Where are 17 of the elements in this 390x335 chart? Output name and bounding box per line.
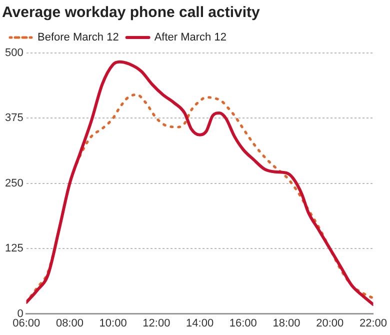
y-tick-label: 125 — [4, 242, 24, 255]
x-tick-label: 16:00 — [229, 317, 257, 330]
x-tick-label: 22:00 — [359, 317, 387, 330]
x-tick-label: 08:00 — [56, 317, 84, 330]
y-tick-label: 250 — [4, 177, 24, 190]
x-tick-label: 20:00 — [316, 317, 344, 330]
x-tick-label: 14:00 — [186, 317, 214, 330]
legend-label: Before March 12 — [38, 32, 119, 44]
legend-label: After March 12 — [154, 32, 226, 44]
x-tick-label: 12:00 — [142, 317, 170, 330]
chart-title: Average workday phone call activity — [2, 4, 261, 22]
x-tick-label: 10:00 — [99, 317, 127, 330]
x-tick-label: 06:00 — [12, 317, 40, 330]
x-tick-label: 18:00 — [272, 317, 300, 330]
y-tick-label: 500 — [4, 47, 24, 60]
y-tick-label: 0 — [17, 308, 24, 320]
y-tick-label: 375 — [4, 112, 24, 124]
